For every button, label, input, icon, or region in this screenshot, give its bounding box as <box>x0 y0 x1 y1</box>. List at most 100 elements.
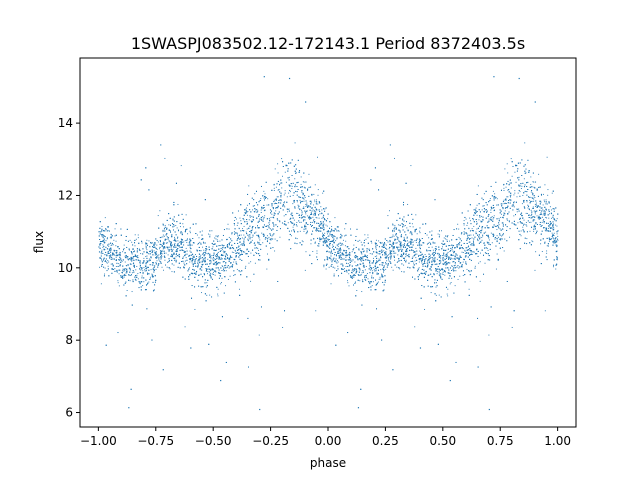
data-point <box>542 216 544 218</box>
data-point <box>302 241 304 243</box>
data-point <box>254 262 256 264</box>
data-point <box>364 279 366 281</box>
data-point <box>340 236 342 238</box>
data-point <box>186 253 188 255</box>
data-point <box>126 272 128 274</box>
data-point <box>395 238 397 240</box>
data-point <box>357 259 359 261</box>
data-point <box>209 294 211 296</box>
data-point <box>206 294 208 296</box>
data-point <box>405 256 407 258</box>
data-point <box>487 249 489 251</box>
data-point <box>191 262 193 264</box>
data-point <box>192 256 194 258</box>
data-point <box>159 241 161 243</box>
data-point <box>394 157 395 159</box>
data-point <box>389 241 391 243</box>
data-point <box>162 248 164 250</box>
data-point <box>476 211 478 213</box>
data-point <box>489 198 491 200</box>
data-point <box>105 228 107 230</box>
data-point <box>419 247 421 249</box>
data-point <box>219 240 221 242</box>
data-point <box>457 223 459 225</box>
data-point <box>459 275 461 277</box>
data-point <box>379 276 381 278</box>
data-point <box>317 189 319 191</box>
data-point <box>301 197 303 199</box>
data-point <box>220 282 222 284</box>
data-point <box>293 224 295 226</box>
data-point <box>151 275 153 277</box>
data-point <box>277 196 279 198</box>
data-point <box>407 240 409 242</box>
data-point <box>137 234 139 236</box>
data-point <box>173 225 175 227</box>
data-point <box>410 165 412 167</box>
data-point <box>259 239 261 241</box>
data-point <box>424 254 426 256</box>
data-point <box>162 231 164 233</box>
data-point <box>210 260 212 262</box>
data-point <box>317 156 318 158</box>
data-point <box>128 259 129 261</box>
data-point <box>315 229 317 231</box>
data-point <box>503 250 505 252</box>
data-point <box>527 207 529 209</box>
data-point <box>239 271 241 273</box>
data-point <box>550 209 552 211</box>
data-point <box>243 243 245 245</box>
data-point <box>479 261 481 263</box>
data-point <box>268 224 270 226</box>
data-point <box>254 193 256 195</box>
data-point <box>176 250 178 252</box>
data-point <box>387 257 389 259</box>
data-point <box>123 268 125 270</box>
data-point <box>123 270 125 272</box>
data-point <box>341 258 343 260</box>
data-point <box>479 236 481 238</box>
data-point <box>275 199 277 201</box>
data-point <box>275 186 277 188</box>
data-point <box>270 216 272 218</box>
data-point <box>525 221 527 223</box>
data-point <box>233 275 235 277</box>
data-point <box>478 262 480 264</box>
data-point <box>268 227 270 229</box>
data-point <box>360 241 362 243</box>
data-point <box>520 188 522 190</box>
data-point <box>449 272 451 274</box>
data-point <box>159 260 161 262</box>
data-point <box>541 251 543 253</box>
data-point <box>220 272 222 274</box>
data-point <box>533 216 535 218</box>
data-point <box>523 178 525 180</box>
data-point <box>240 234 242 236</box>
data-point <box>475 231 477 233</box>
data-point <box>404 242 406 244</box>
data-point <box>551 227 553 229</box>
data-point <box>398 246 400 248</box>
data-point <box>143 267 145 269</box>
data-point <box>496 235 498 237</box>
data-point <box>314 210 316 212</box>
data-point <box>100 251 102 253</box>
data-point <box>189 267 191 269</box>
data-point <box>393 235 395 237</box>
data-point <box>406 227 408 229</box>
data-point <box>432 252 434 254</box>
data-point <box>321 217 323 219</box>
data-point <box>225 285 227 287</box>
data-point <box>173 253 175 255</box>
data-point <box>480 220 482 222</box>
data-point <box>349 269 350 271</box>
data-point <box>223 252 225 254</box>
data-point <box>546 245 548 247</box>
data-point <box>390 256 392 258</box>
data-point <box>290 185 292 187</box>
data-point <box>136 250 138 252</box>
data-point <box>212 269 214 271</box>
data-point <box>441 273 443 275</box>
data-point <box>269 220 271 222</box>
